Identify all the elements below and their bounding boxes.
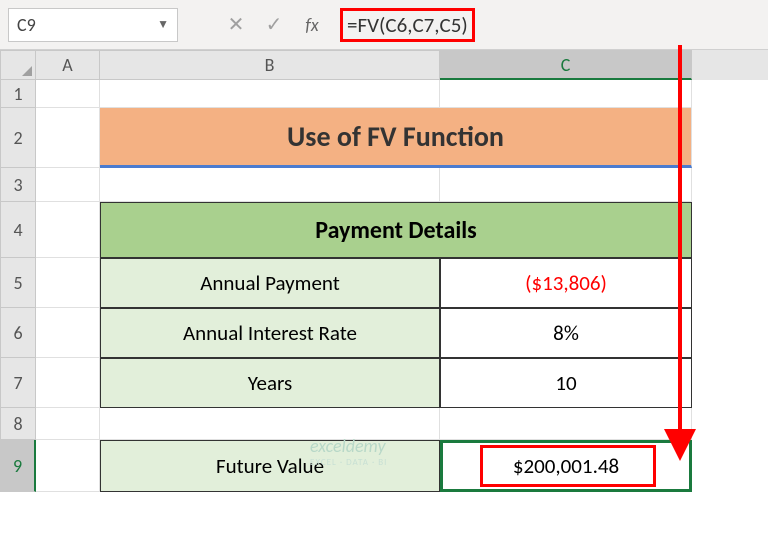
label-interest-rate[interactable]: Annual Interest Rate: [100, 308, 440, 358]
row-header-3[interactable]: 3: [0, 168, 36, 202]
cell-b1[interactable]: [100, 80, 440, 108]
cell-b8[interactable]: [100, 408, 440, 440]
cell-a7[interactable]: [36, 358, 100, 408]
row-headers: 1 2 3 4 5 6 7 8 9: [0, 80, 36, 492]
table-header[interactable]: Payment Details: [100, 202, 692, 258]
row-header-6[interactable]: 6: [0, 308, 36, 358]
cell-a1[interactable]: [36, 80, 100, 108]
select-all-corner[interactable]: [0, 50, 36, 80]
row-header-8[interactable]: 8: [0, 408, 36, 440]
check-icon[interactable]: ✓: [258, 9, 290, 41]
col-header-a[interactable]: A: [36, 50, 100, 80]
val-annual-payment[interactable]: ($13,806): [440, 258, 692, 308]
cell-a2[interactable]: [36, 108, 100, 168]
row-header-4[interactable]: 4: [0, 202, 36, 258]
val-interest-rate[interactable]: 8%: [440, 308, 692, 358]
cell-a4[interactable]: [36, 202, 100, 258]
cell-c1[interactable]: [440, 80, 692, 108]
cell-c3[interactable]: [440, 168, 692, 202]
cell-c8[interactable]: [440, 408, 692, 440]
name-box-value: C9: [17, 14, 36, 36]
watermark-sub: EXCEL · DATA · BI: [310, 457, 387, 468]
column-headers: A B C: [0, 50, 768, 80]
cell-a3[interactable]: [36, 168, 100, 202]
label-years[interactable]: Years: [100, 358, 440, 408]
cell-a5[interactable]: [36, 258, 100, 308]
row-header-9[interactable]: 9: [0, 440, 36, 492]
row-header-7[interactable]: 7: [0, 358, 36, 408]
watermark-main: exceldemy: [310, 435, 386, 457]
watermark: exceldemy EXCEL · DATA · BI: [310, 435, 387, 468]
col-header-c[interactable]: C: [440, 50, 692, 80]
label-annual-payment[interactable]: Annual Payment: [100, 258, 440, 308]
row-header-1[interactable]: 1: [0, 80, 36, 108]
spreadsheet: A B C 1 2 3 4 5 6 7 8 9 Use of FV Functi…: [0, 50, 768, 492]
col-header-b[interactable]: B: [100, 50, 440, 80]
row-header-2[interactable]: 2: [0, 108, 36, 168]
val-future-value[interactable]: $200,001.48: [440, 440, 692, 492]
formula-bar: C9 ▼ ✕ ✓ fx =FV(C6,C7,C5): [0, 0, 768, 50]
name-box[interactable]: C9 ▼: [8, 8, 178, 42]
val-years[interactable]: 10: [440, 358, 692, 408]
cell-a9[interactable]: [36, 440, 100, 492]
cell-a6[interactable]: [36, 308, 100, 358]
cell-a8[interactable]: [36, 408, 100, 440]
row-header-5[interactable]: 5: [0, 258, 36, 308]
cancel-icon[interactable]: ✕: [220, 9, 252, 41]
fx-icon[interactable]: fx: [296, 9, 328, 41]
label-future-value[interactable]: Future Value: [100, 440, 440, 492]
chevron-down-icon[interactable]: ▼: [157, 17, 169, 32]
cell-grid: Use of FV Function Payment Details Annua…: [36, 80, 692, 492]
formula-text: =FV(C6,C7,C5): [340, 8, 475, 42]
cell-b3[interactable]: [100, 168, 440, 202]
formula-input[interactable]: =FV(C6,C7,C5): [334, 8, 760, 42]
title-cell[interactable]: Use of FV Function: [100, 108, 692, 168]
